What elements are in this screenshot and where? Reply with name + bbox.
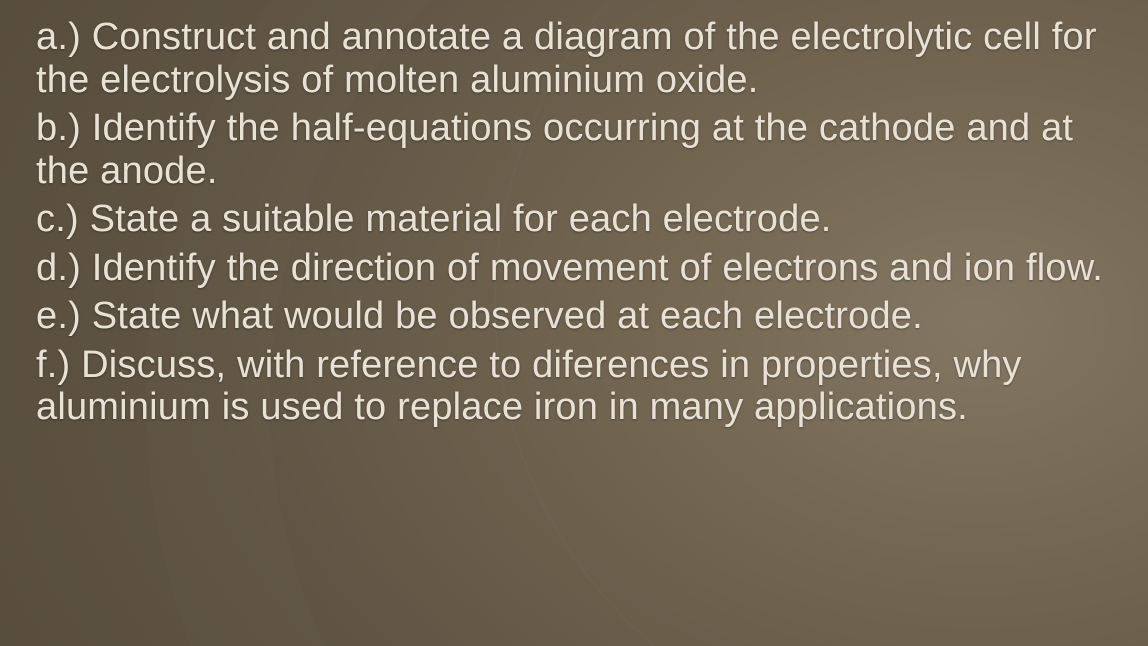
question-label: d.): [36, 247, 81, 289]
question-text: Construct and annotate a diagram of the …: [36, 16, 1097, 101]
question-b: b.) Identify the half-equations occurrin…: [36, 107, 1128, 192]
question-label: a.): [36, 16, 81, 58]
question-label: e.): [36, 295, 81, 337]
question-text: State what would be observed at each ele…: [92, 295, 923, 337]
question-a: a.) Construct and annotate a diagram of …: [36, 16, 1128, 101]
question-e: e.) State what would be observed at each…: [36, 295, 1128, 338]
question-label: f.): [36, 344, 70, 386]
question-text: Identify the half-equations occurring at…: [36, 107, 1073, 192]
slide-content: a.) Construct and annotate a diagram of …: [36, 16, 1128, 626]
question-d: d.) Identify the direction of movement o…: [36, 247, 1128, 290]
question-label: c.): [36, 198, 79, 240]
question-label: b.): [36, 107, 81, 149]
question-text: Discuss, with reference to diferences in…: [36, 344, 1022, 429]
question-text: Identify the direction of movement of el…: [92, 247, 1103, 289]
question-text: State a suitable material for each elect…: [90, 198, 832, 240]
question-f: f.) Discuss, with reference to diference…: [36, 344, 1128, 429]
question-c: c.) State a suitable material for each e…: [36, 198, 1128, 241]
